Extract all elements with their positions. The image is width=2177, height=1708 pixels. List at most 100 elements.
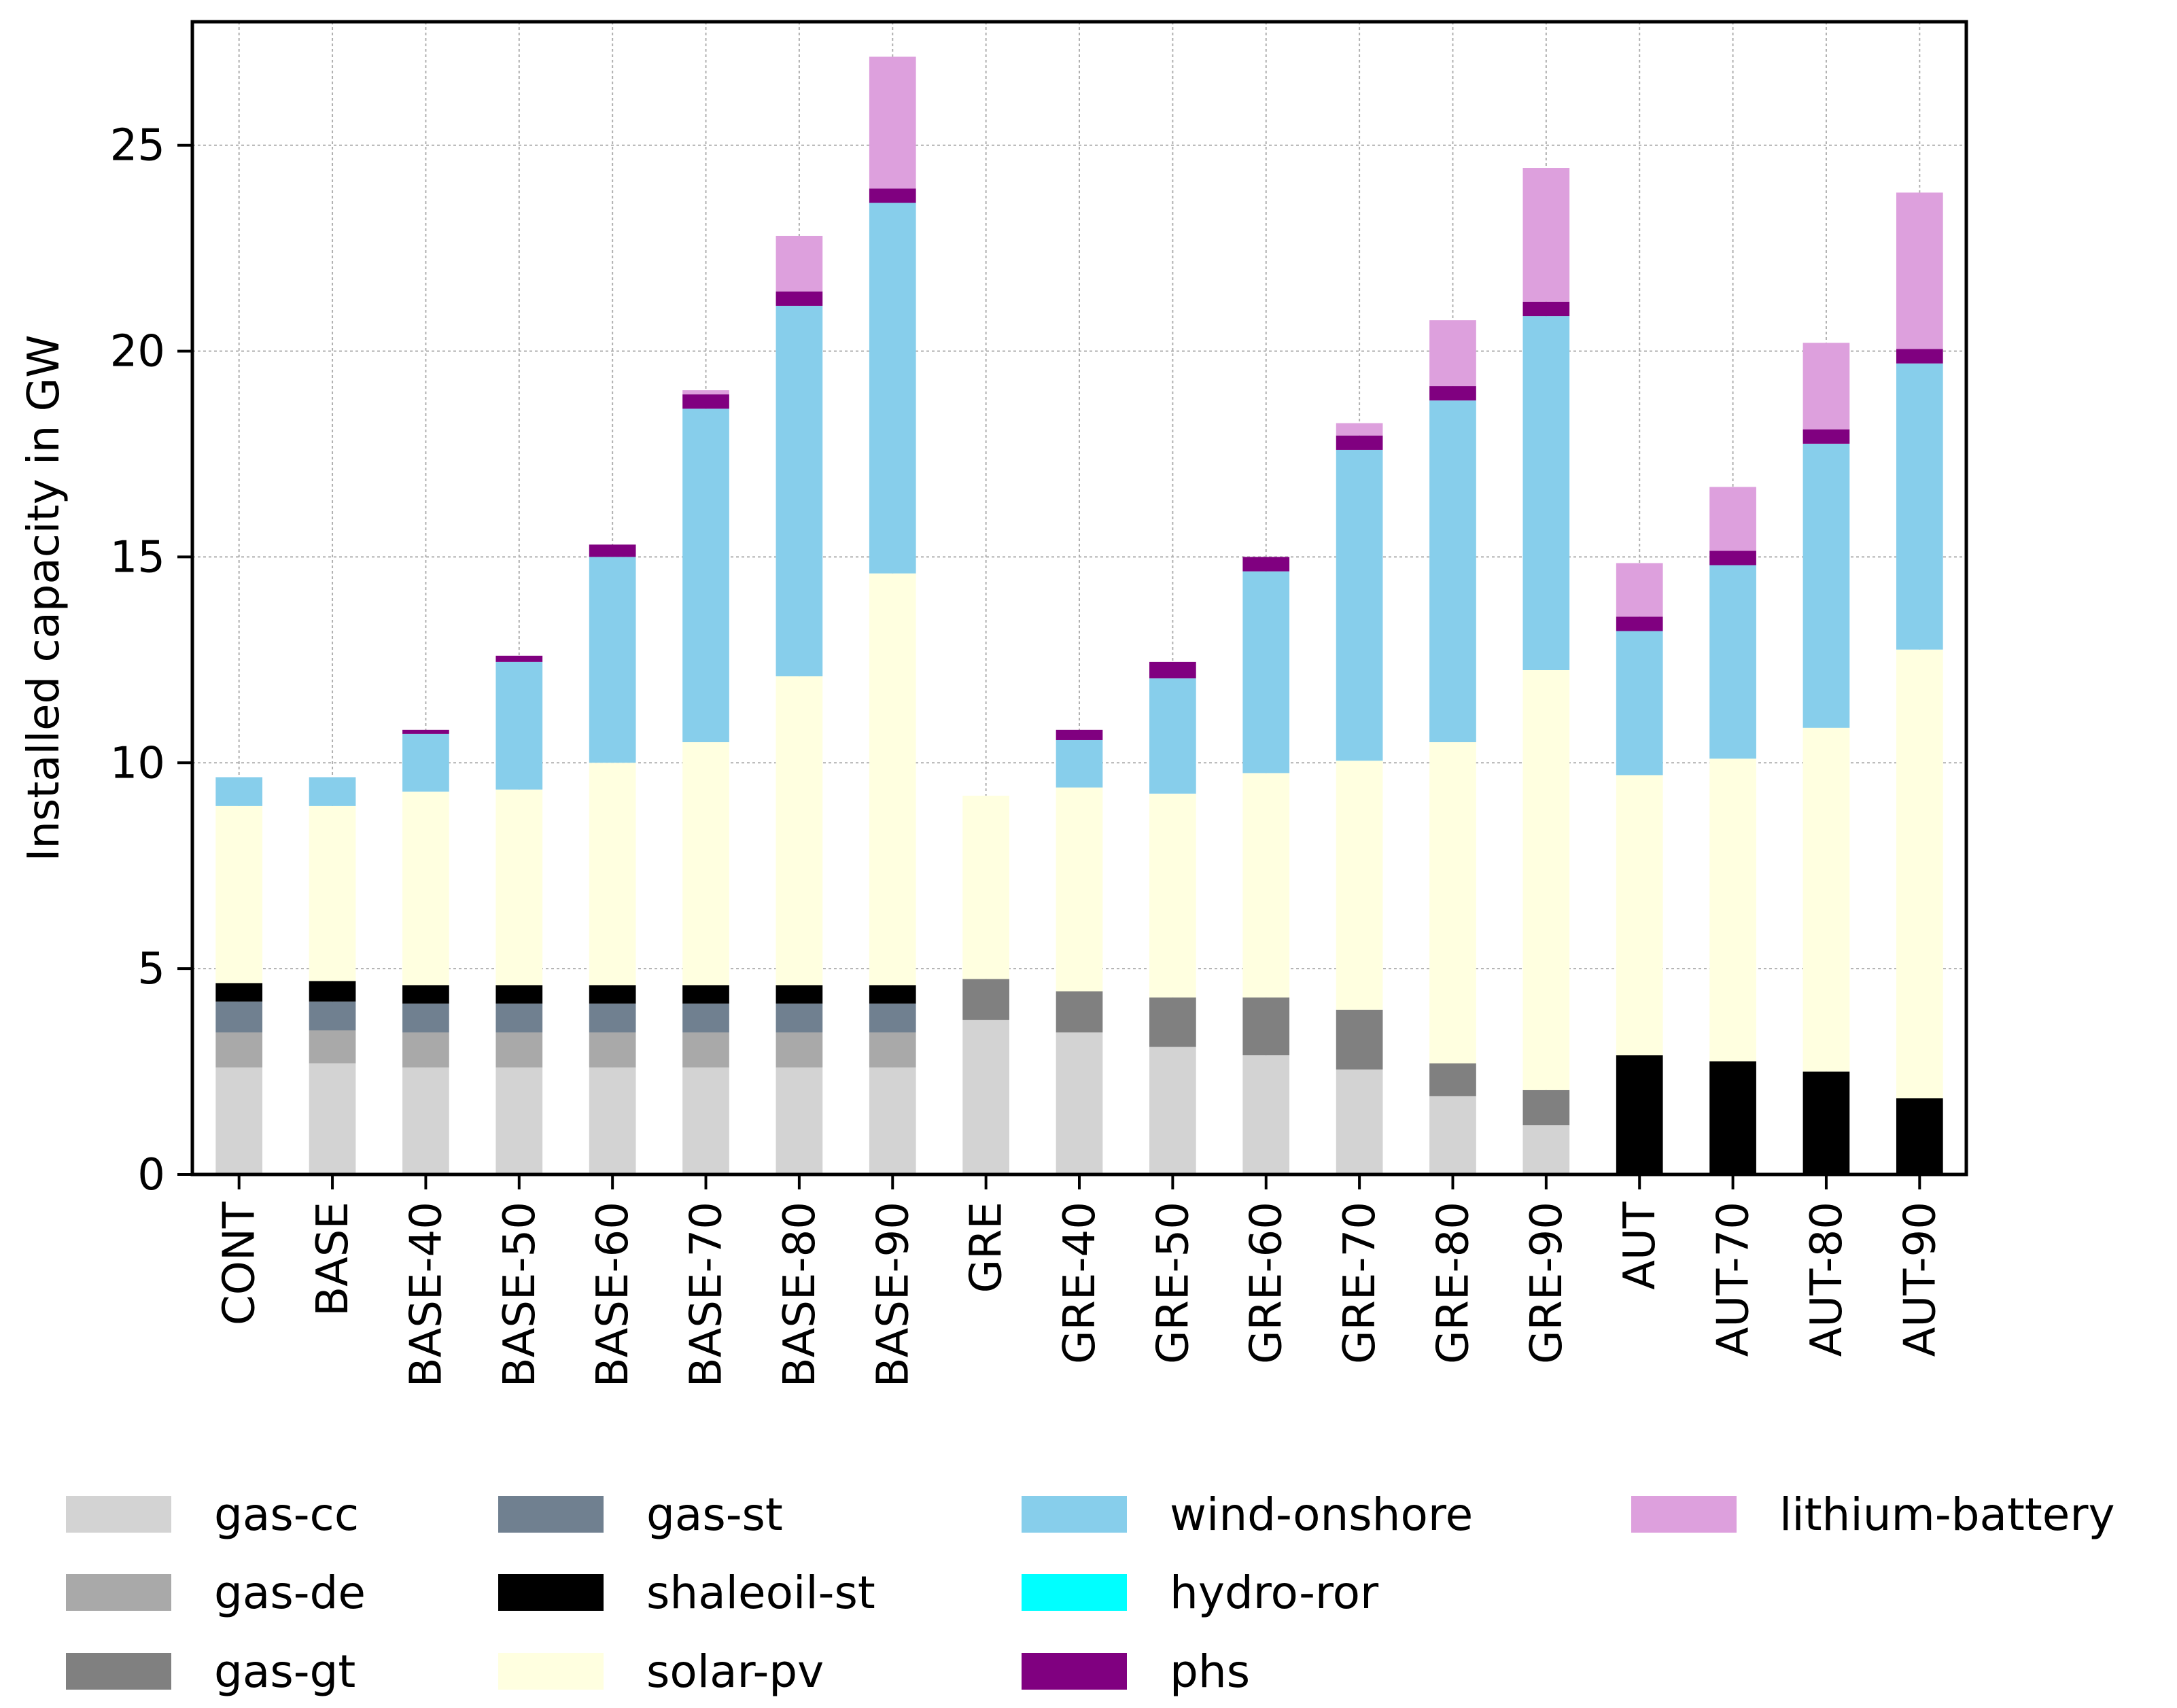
bar-lithium-battery-BASE-70 <box>682 390 729 395</box>
x-tick-label: AUT <box>1615 1201 1665 1290</box>
x-tick-label: BASE-70 <box>682 1202 732 1387</box>
bar-solar-pv-BASE-40 <box>402 791 449 986</box>
bar-gas-st-BASE-90 <box>869 1003 916 1033</box>
bar-shaleoil-st-BASE-70 <box>682 985 729 1004</box>
legend-label-wind-onshore: wind-onshore <box>1170 1488 1473 1541</box>
bar-phs-GRE-80 <box>1429 386 1476 401</box>
bar-phs-AUT-90 <box>1896 349 1943 364</box>
legend-swatch-gas-de <box>66 1574 171 1611</box>
bar-shaleoil-st-CONT <box>215 983 263 1002</box>
bar-phs-AUT-70 <box>1709 551 1756 565</box>
legend-swatch-hydro-ror <box>1022 1574 1127 1611</box>
bar-gas-cc-GRE-50 <box>1149 1047 1196 1174</box>
bar-solar-pv-BASE-80 <box>776 676 823 986</box>
bar-gas-gt-GRE-80 <box>1429 1063 1476 1096</box>
bar-wind-onshore-CONT <box>215 777 263 806</box>
legend-label-solar-pv: solar-pv <box>646 1645 824 1698</box>
legend-label-phs: phs <box>1170 1645 1250 1698</box>
bar-phs-BASE-40 <box>402 729 449 734</box>
legend-label-gas-de: gas-de <box>214 1567 366 1619</box>
bar-gas-cc-BASE-60 <box>589 1067 636 1174</box>
x-tick-label: BASE-40 <box>401 1202 451 1387</box>
bar-solar-pv-CONT <box>215 805 263 983</box>
bar-wind-onshore-GRE-90 <box>1522 316 1570 671</box>
bar-solar-pv-GRE-90 <box>1522 670 1570 1090</box>
bar-shaleoil-st-BASE-50 <box>495 985 543 1004</box>
y-tick-label: 20 <box>110 327 165 377</box>
bar-lithium-battery-AUT-90 <box>1896 192 1943 349</box>
legend-swatch-shaleoil-st <box>498 1574 604 1611</box>
x-tick-label: GRE-50 <box>1148 1202 1198 1364</box>
bar-gas-st-BASE-70 <box>682 1003 729 1033</box>
x-tick-label: GRE-90 <box>1522 1202 1572 1364</box>
x-tick-label: GRE-60 <box>1242 1202 1292 1364</box>
bar-phs-AUT-80 <box>1802 429 1850 444</box>
bar-wind-onshore-BASE-40 <box>402 733 449 792</box>
bar-solar-pv-BASE-60 <box>589 763 636 986</box>
bar-shaleoil-st-BASE-40 <box>402 985 449 1004</box>
bar-wind-onshore-GRE-80 <box>1429 400 1476 742</box>
bar-gas-cc-BASE-90 <box>869 1067 916 1174</box>
bar-gas-gt-GRE <box>962 979 1009 1020</box>
bar-lithium-battery-GRE-70 <box>1336 423 1383 436</box>
bar-gas-gt-GRE-40 <box>1056 991 1103 1033</box>
x-tick-label: BASE-90 <box>868 1202 918 1387</box>
bar-gas-de-BASE-80 <box>776 1032 823 1068</box>
bar-phs-GRE-60 <box>1242 557 1290 572</box>
bar-gas-cc-BASE-40 <box>402 1067 449 1174</box>
bar-gas-cc-GRE-90 <box>1522 1125 1570 1174</box>
y-tick-label: 5 <box>137 944 165 994</box>
bar-phs-BASE-70 <box>682 394 729 409</box>
bar-phs-AUT <box>1616 616 1663 631</box>
bar-wind-onshore-AUT-80 <box>1802 443 1850 728</box>
bar-wind-onshore-AUT-90 <box>1896 363 1943 650</box>
legend-label-shaleoil-st: shaleoil-st <box>646 1567 875 1619</box>
x-tick-label: AUT-70 <box>1709 1202 1759 1357</box>
bar-phs-BASE-60 <box>589 544 636 557</box>
bar-phs-BASE-50 <box>495 655 543 662</box>
x-tick-label: GRE <box>962 1202 1012 1293</box>
axes-ticks: 0 5 10 15 20 25 CONT BASE BASE-40 BASE-50 BASE-60 B… <box>110 121 1946 1388</box>
bar-lithium-battery-BASE-80 <box>776 235 823 292</box>
bar-gas-cc-BASE-80 <box>776 1067 823 1174</box>
bar-gas-cc-BASE <box>309 1063 356 1174</box>
x-tick-label: AUT-80 <box>1802 1202 1852 1357</box>
bar-solar-pv-GRE-40 <box>1056 787 1103 992</box>
bar-gas-st-BASE-80 <box>776 1003 823 1033</box>
x-tick-label: GRE-80 <box>1428 1202 1478 1364</box>
bar-shaleoil-st-AUT-90 <box>1896 1098 1943 1174</box>
bar-gas-de-BASE-90 <box>869 1032 916 1068</box>
bar-wind-onshore-AUT <box>1616 631 1663 775</box>
x-tick-label: BASE-80 <box>775 1202 825 1387</box>
legend-label-gas-st: gas-st <box>646 1488 783 1541</box>
bar-gas-gt-GRE-60 <box>1242 997 1290 1056</box>
bar-gas-gt-GRE-90 <box>1522 1090 1570 1126</box>
bar-lithium-battery-BASE-90 <box>869 56 916 189</box>
bar-solar-pv-BASE-50 <box>495 789 543 986</box>
bar-solar-pv-AUT-90 <box>1896 649 1943 1098</box>
legend-swatch-gas-gt <box>66 1653 171 1690</box>
bar-phs-GRE-90 <box>1522 301 1570 317</box>
bar-phs-BASE-80 <box>776 291 823 306</box>
bar-shaleoil-st-AUT-70 <box>1709 1061 1756 1174</box>
bar-lithium-battery-AUT <box>1616 563 1663 617</box>
bar-phs-GRE-40 <box>1056 729 1103 740</box>
bar-solar-pv-GRE-50 <box>1149 793 1196 998</box>
bar-phs-GRE-50 <box>1149 661 1196 679</box>
bar-phs-GRE-70 <box>1336 435 1383 450</box>
bar-shaleoil-st-BASE <box>309 981 356 1002</box>
bar-gas-cc-GRE-60 <box>1242 1055 1290 1174</box>
bar-solar-pv-BASE-90 <box>869 573 916 986</box>
bar-wind-onshore-GRE-40 <box>1056 739 1103 788</box>
bar-wind-onshore-BASE-90 <box>869 203 916 574</box>
y-tick-label: 25 <box>110 121 165 171</box>
bar-gas-st-BASE-60 <box>589 1003 636 1033</box>
bar-gas-cc-GRE-80 <box>1429 1096 1476 1174</box>
x-tick-label: BASE-50 <box>495 1202 545 1387</box>
legend: gas-cc gas-de gas-gt gas-st shaleoil-st solar… <box>66 1488 2115 1698</box>
bar-shaleoil-st-BASE-60 <box>589 985 636 1004</box>
y-tick-label: 0 <box>137 1150 165 1200</box>
legend-swatch-gas-st <box>498 1496 604 1533</box>
y-tick-label: 15 <box>110 532 165 582</box>
legend-swatch-wind-onshore <box>1022 1496 1127 1533</box>
